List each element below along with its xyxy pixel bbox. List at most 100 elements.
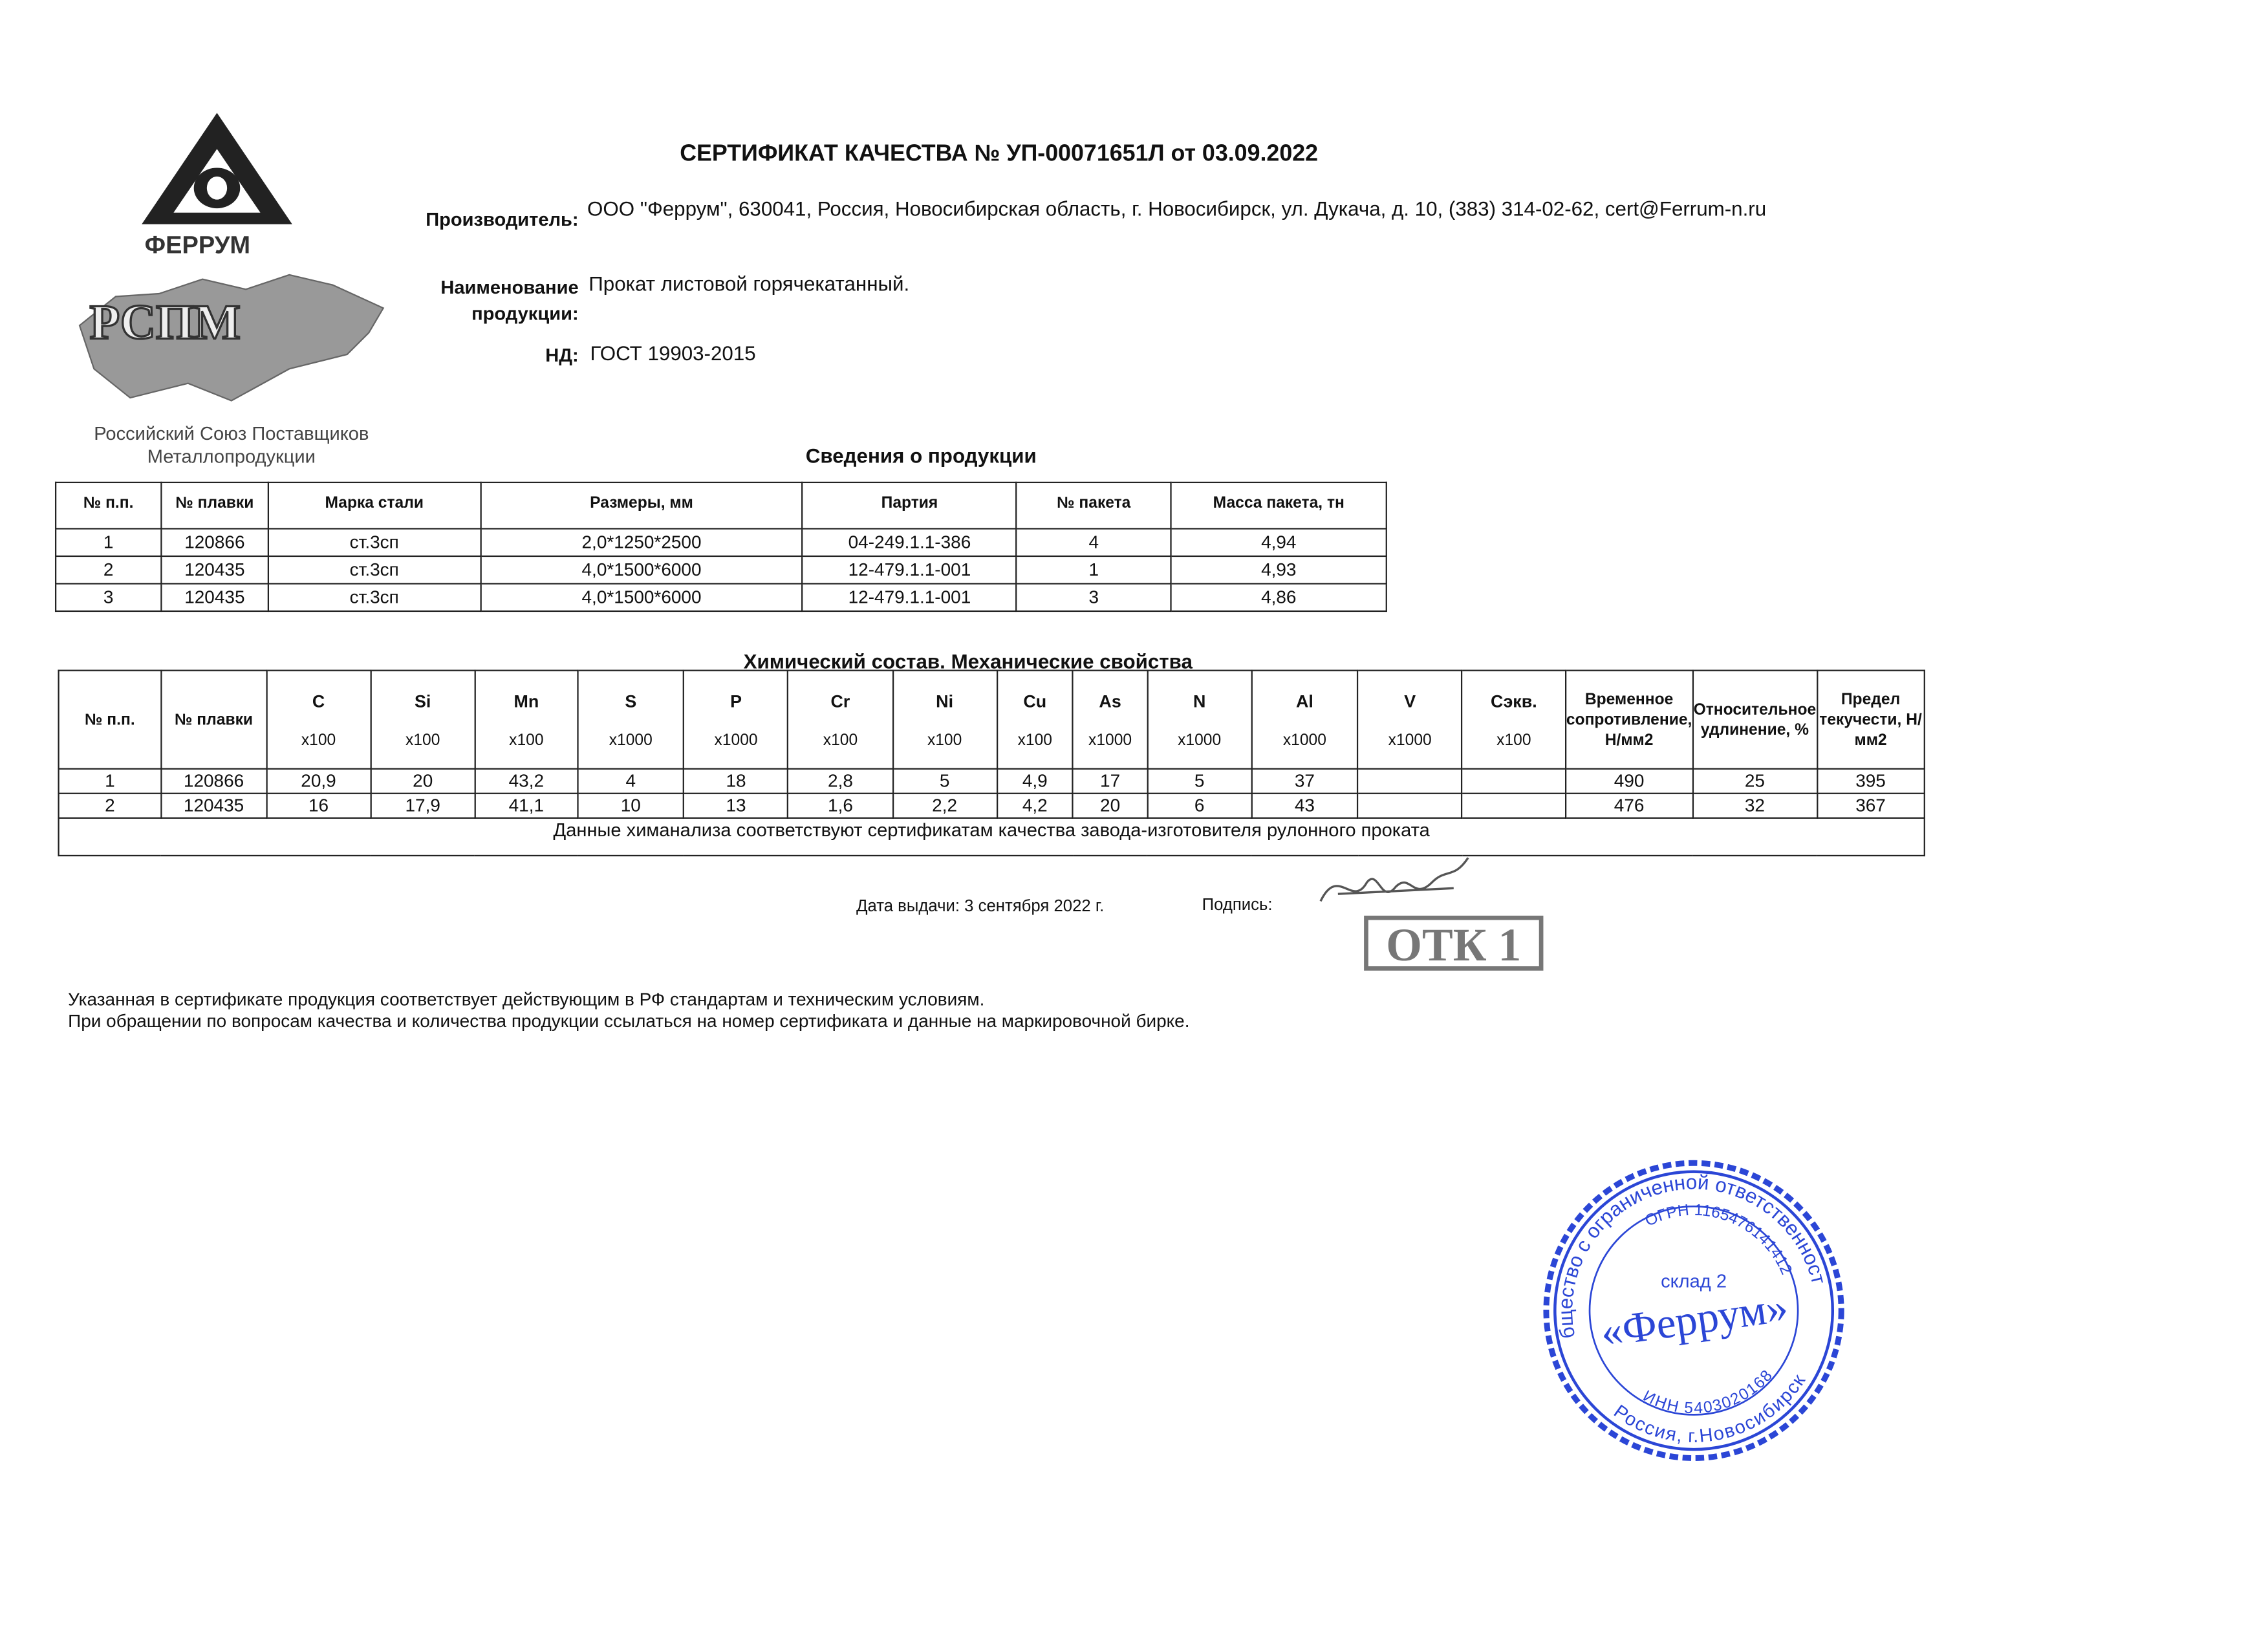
rspm-map-logo-icon — [78, 274, 385, 402]
table-cell: 4,9 — [996, 768, 1074, 794]
table-cell: 395 — [1816, 768, 1925, 794]
table-row: 3 120435 ст.3сп 4,0*1500*6000 12-479.1.1-001… — [54, 583, 1387, 612]
manufacturer-label: Производитель: — [426, 208, 579, 230]
table-cell — [1461, 768, 1566, 794]
column-name: Mn — [513, 690, 539, 711]
table-cell: 17 — [1072, 768, 1148, 794]
table-cell: 17,9 — [370, 792, 476, 819]
table-row: 1 120866 ст.3сп 2,0*1250*2500 04-249.1.1-386… — [54, 528, 1387, 558]
table-cell: 04-249.1.1-386 — [802, 528, 1017, 558]
table-cell: 4 — [1015, 528, 1172, 558]
table-row: 2 120435 ст.3сп 4,0*1500*6000 12-479.1.1-001… — [54, 555, 1387, 585]
table-cell: 25 — [1692, 768, 1818, 794]
column-name: Предел текучести, Н/мм2 — [1819, 690, 1922, 749]
certificate-title: СЕРТИФИКАТ КАЧЕСТВА № УП-00071651Л от 03… — [680, 142, 1319, 167]
table-cell: 3 — [54, 583, 162, 612]
table-cell: 120866 — [160, 528, 269, 558]
products-column-header: Марка стали — [267, 481, 482, 530]
products-column-header: № п.п. — [54, 481, 162, 530]
issue-date: Дата выдачи: 3 сентября 2022 г. — [856, 898, 1105, 916]
chem-column-header: Cr x100 — [787, 669, 894, 770]
column-unit: x100 — [509, 731, 544, 749]
products-column-header: № пакета — [1015, 481, 1172, 530]
table-cell: 20 — [370, 768, 476, 794]
column-name: № плавки — [175, 711, 254, 729]
table-cell: 4,2 — [996, 792, 1074, 819]
table-cell: 16 — [265, 792, 372, 819]
union-caption-line1: Российский Союз Поставщиков — [94, 422, 369, 444]
table-cell: 5 — [1146, 768, 1253, 794]
table-cell: 18 — [683, 768, 790, 794]
table-cell: 120435 — [160, 555, 269, 585]
union-caption-line2: Металлопродукции — [147, 445, 316, 468]
chem-column-header: Mn x100 — [474, 669, 579, 770]
table-cell: 5 — [891, 768, 998, 794]
products-column-header: Масса пакета, тн — [1170, 481, 1387, 530]
column-name: Si — [415, 690, 431, 711]
column-unit: x1000 — [609, 731, 653, 749]
column-name: As — [1099, 690, 1121, 711]
column-unit: x1000 — [1088, 731, 1132, 749]
chem-column-header: Ni x100 — [891, 669, 998, 770]
column-name: Относительное удлинение, % — [1693, 700, 1817, 739]
table-cell: 32 — [1692, 792, 1818, 819]
table-cell: 41,1 — [474, 792, 579, 819]
column-name: N — [1193, 690, 1206, 711]
column-name: P — [730, 690, 742, 711]
table-cell: 490 — [1564, 768, 1694, 794]
column-name: № п.п. — [85, 711, 135, 729]
table-cell: 4,93 — [1170, 555, 1387, 585]
table-cell: 1 — [1015, 555, 1172, 585]
column-unit: x100 — [301, 731, 336, 749]
chem-column-header: Предел текучести, Н/мм2 — [1816, 669, 1925, 770]
column-unit: x100 — [405, 731, 440, 749]
signature-label: Подпись: — [1202, 896, 1273, 915]
column-unit: x100 — [1017, 731, 1052, 749]
column-unit: x100 — [823, 731, 858, 749]
column-unit: x100 — [927, 731, 962, 749]
chem-note: Данные химанализа соответствуют сертифик… — [58, 817, 1925, 857]
otk-stamp: ОТК 1 — [1364, 915, 1544, 971]
footer-line2: При обращении по вопросам качества и кол… — [68, 1011, 1190, 1032]
table-cell: 1 — [58, 768, 162, 794]
rspm-mark: РСПМ — [89, 296, 242, 351]
chem-caption: Химический состав. Механические свойства — [743, 649, 1193, 673]
table-cell — [1357, 792, 1463, 819]
nd-label: НД: — [545, 344, 579, 366]
table-cell: 4,94 — [1170, 528, 1387, 558]
chem-column-header: Относительное удлинение, % — [1692, 669, 1818, 770]
table-cell: 12-479.1.1-001 — [802, 555, 1017, 585]
table-cell: 3 — [1015, 583, 1172, 612]
table-cell: 4 — [577, 768, 685, 794]
table-row: 2 120435 16 17,9 41,1 10 13 1,6 2,2 4,2 20 6 43 476 32… — [58, 792, 1925, 819]
chem-column-header: Cu x100 — [996, 669, 1074, 770]
company-seal: Общество с ограниченной ответственностью… — [1540, 1157, 1844, 1462]
table-cell: 120435 — [160, 583, 269, 612]
table-cell: 20 — [1072, 792, 1148, 819]
column-name: Ni — [936, 690, 954, 711]
table-cell: 37 — [1251, 768, 1359, 794]
table-cell: 6 — [1146, 792, 1253, 819]
products-table: № п.п. № плавки Марка стали Размеры, мм Парт… — [54, 481, 1387, 612]
table-cell: 367 — [1816, 792, 1925, 819]
table-cell: 20,9 — [265, 768, 372, 794]
table-cell: ст.3сп — [267, 555, 482, 585]
column-unit: x100 — [1496, 731, 1531, 749]
table-cell: 2,8 — [787, 768, 894, 794]
table-row: 1 120866 20,9 20 43,2 4 18 2,8 5 4,9 17 5 37 490 25 395 — [58, 768, 1925, 794]
column-name: Сэкв. — [1491, 690, 1537, 711]
column-name: Cr — [830, 690, 850, 711]
table-cell — [1357, 768, 1463, 794]
table-cell: 120866 — [160, 768, 268, 794]
products-column-header: Партия — [802, 481, 1017, 530]
table-cell: 2,2 — [891, 792, 998, 819]
column-unit: x1000 — [1282, 731, 1326, 749]
column-name: Cu — [1023, 690, 1047, 711]
chem-column-header: Временное сопротивление, Н/мм2 — [1564, 669, 1694, 770]
chem-column-header: № п.п. — [58, 669, 162, 770]
